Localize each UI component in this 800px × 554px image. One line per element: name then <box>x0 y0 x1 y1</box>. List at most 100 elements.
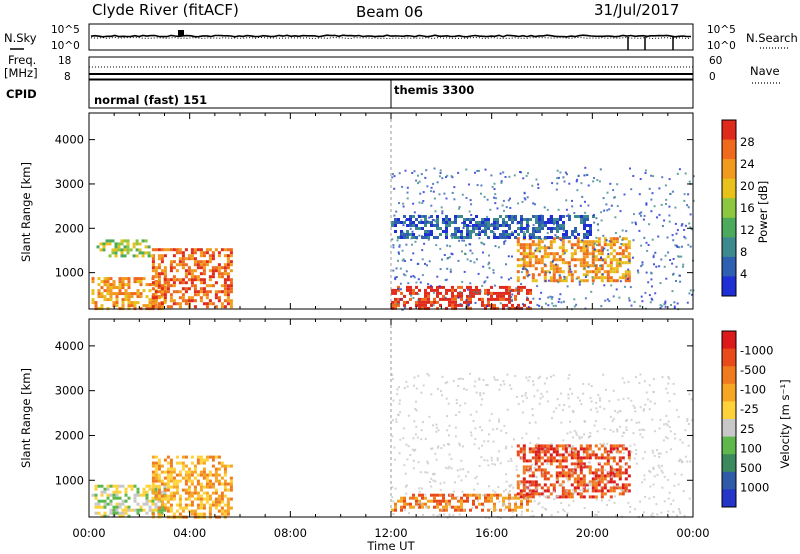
heat-cell <box>163 470 167 474</box>
heat-speck <box>633 300 636 303</box>
heat-cell <box>627 270 631 274</box>
heat-speck <box>527 467 530 470</box>
heat-cell <box>490 499 493 503</box>
heat-speck <box>492 428 495 431</box>
heat-speck <box>424 176 427 179</box>
heat-cell <box>570 255 574 259</box>
heat-cell <box>561 447 565 451</box>
heat-cell <box>600 267 604 271</box>
heat-cell <box>229 254 233 258</box>
heat-cell <box>514 215 517 218</box>
heat-cell <box>424 303 427 307</box>
heat-speck <box>557 176 560 179</box>
heat-cell <box>612 243 616 247</box>
heat-speck <box>623 193 626 196</box>
heat-cell <box>597 483 601 487</box>
heat-cell <box>127 301 131 305</box>
heat-speck <box>405 219 408 222</box>
heat-cell <box>573 270 577 274</box>
heat-speck <box>419 281 422 284</box>
heat-cell <box>516 474 520 478</box>
heat-speck <box>533 500 536 503</box>
heat-cell <box>223 290 227 294</box>
heat-cell <box>439 227 442 230</box>
heat-cell <box>220 491 224 495</box>
heat-speck <box>652 256 655 259</box>
heat-cell <box>499 294 502 298</box>
heat-cell <box>400 499 403 503</box>
heat-cell <box>499 285 502 289</box>
heat-speck <box>508 503 510 506</box>
heat-cell <box>543 483 547 487</box>
heat-cell <box>460 303 463 307</box>
heat-cell <box>526 297 529 301</box>
heat-speck <box>406 458 409 461</box>
heat-cell <box>484 291 487 295</box>
heat-cell <box>175 455 179 459</box>
heat-cell <box>181 488 185 492</box>
heat-cell <box>151 248 155 252</box>
heat-cell <box>181 287 185 291</box>
heat-speck <box>644 451 647 454</box>
heat-speck <box>653 402 656 405</box>
heat-cell <box>475 496 478 500</box>
heat-cell <box>538 218 541 221</box>
heat-speck <box>571 445 574 448</box>
heat-speck <box>398 245 401 248</box>
heat-speck <box>395 420 398 423</box>
heat-speck <box>486 459 489 462</box>
heat-cell <box>144 245 148 249</box>
heat-cell <box>133 496 137 500</box>
heat-speck <box>608 400 611 403</box>
heat-cell <box>223 479 227 483</box>
heat-cell <box>135 248 139 252</box>
heat-cell <box>211 458 215 462</box>
heat-cell <box>549 240 553 244</box>
heat-cell <box>609 279 613 283</box>
heat-speck <box>422 191 425 194</box>
heat-speck <box>549 215 552 218</box>
heat-speck <box>428 260 431 263</box>
heat-speck <box>411 243 413 246</box>
heat-speck <box>556 182 559 185</box>
heat-cell <box>160 289 164 293</box>
heat-speck <box>652 378 655 381</box>
heat-cell <box>624 279 628 283</box>
heat-cell <box>111 248 115 252</box>
heat-cell <box>205 485 209 489</box>
heat-cell <box>460 297 463 301</box>
heat-speck <box>541 395 544 398</box>
heat-cell <box>565 233 568 236</box>
heat-cell <box>555 258 559 262</box>
heat-speck <box>496 427 499 430</box>
heat-speck <box>643 236 646 239</box>
heat-cell <box>106 496 110 500</box>
heat-cell <box>496 306 499 310</box>
heat-speck <box>459 290 462 293</box>
heat-cell <box>526 218 529 221</box>
heat-cell <box>190 461 194 465</box>
heat-cell <box>106 502 110 506</box>
heat-cell <box>97 511 101 515</box>
heat-speck <box>446 516 449 519</box>
heat-cell <box>550 218 553 221</box>
heat-cell <box>565 236 568 239</box>
heat-speck <box>589 435 592 437</box>
heat-cell <box>112 301 116 305</box>
heat-cell <box>151 464 155 468</box>
heat-speck <box>600 264 603 267</box>
heat-cell <box>597 276 601 280</box>
heat-speck <box>574 491 577 494</box>
heat-speck <box>539 375 541 378</box>
heat-speck <box>639 178 642 180</box>
heat-cell <box>537 492 541 496</box>
heat-cell <box>223 503 227 507</box>
heat-cell <box>570 453 574 457</box>
heat-cell <box>220 272 224 276</box>
heat-speck <box>503 241 506 243</box>
heat-cell <box>184 488 188 492</box>
heat-speck <box>476 184 479 187</box>
heat-cell <box>531 474 535 478</box>
heat-speck <box>470 219 473 222</box>
heat-cell <box>564 465 568 469</box>
